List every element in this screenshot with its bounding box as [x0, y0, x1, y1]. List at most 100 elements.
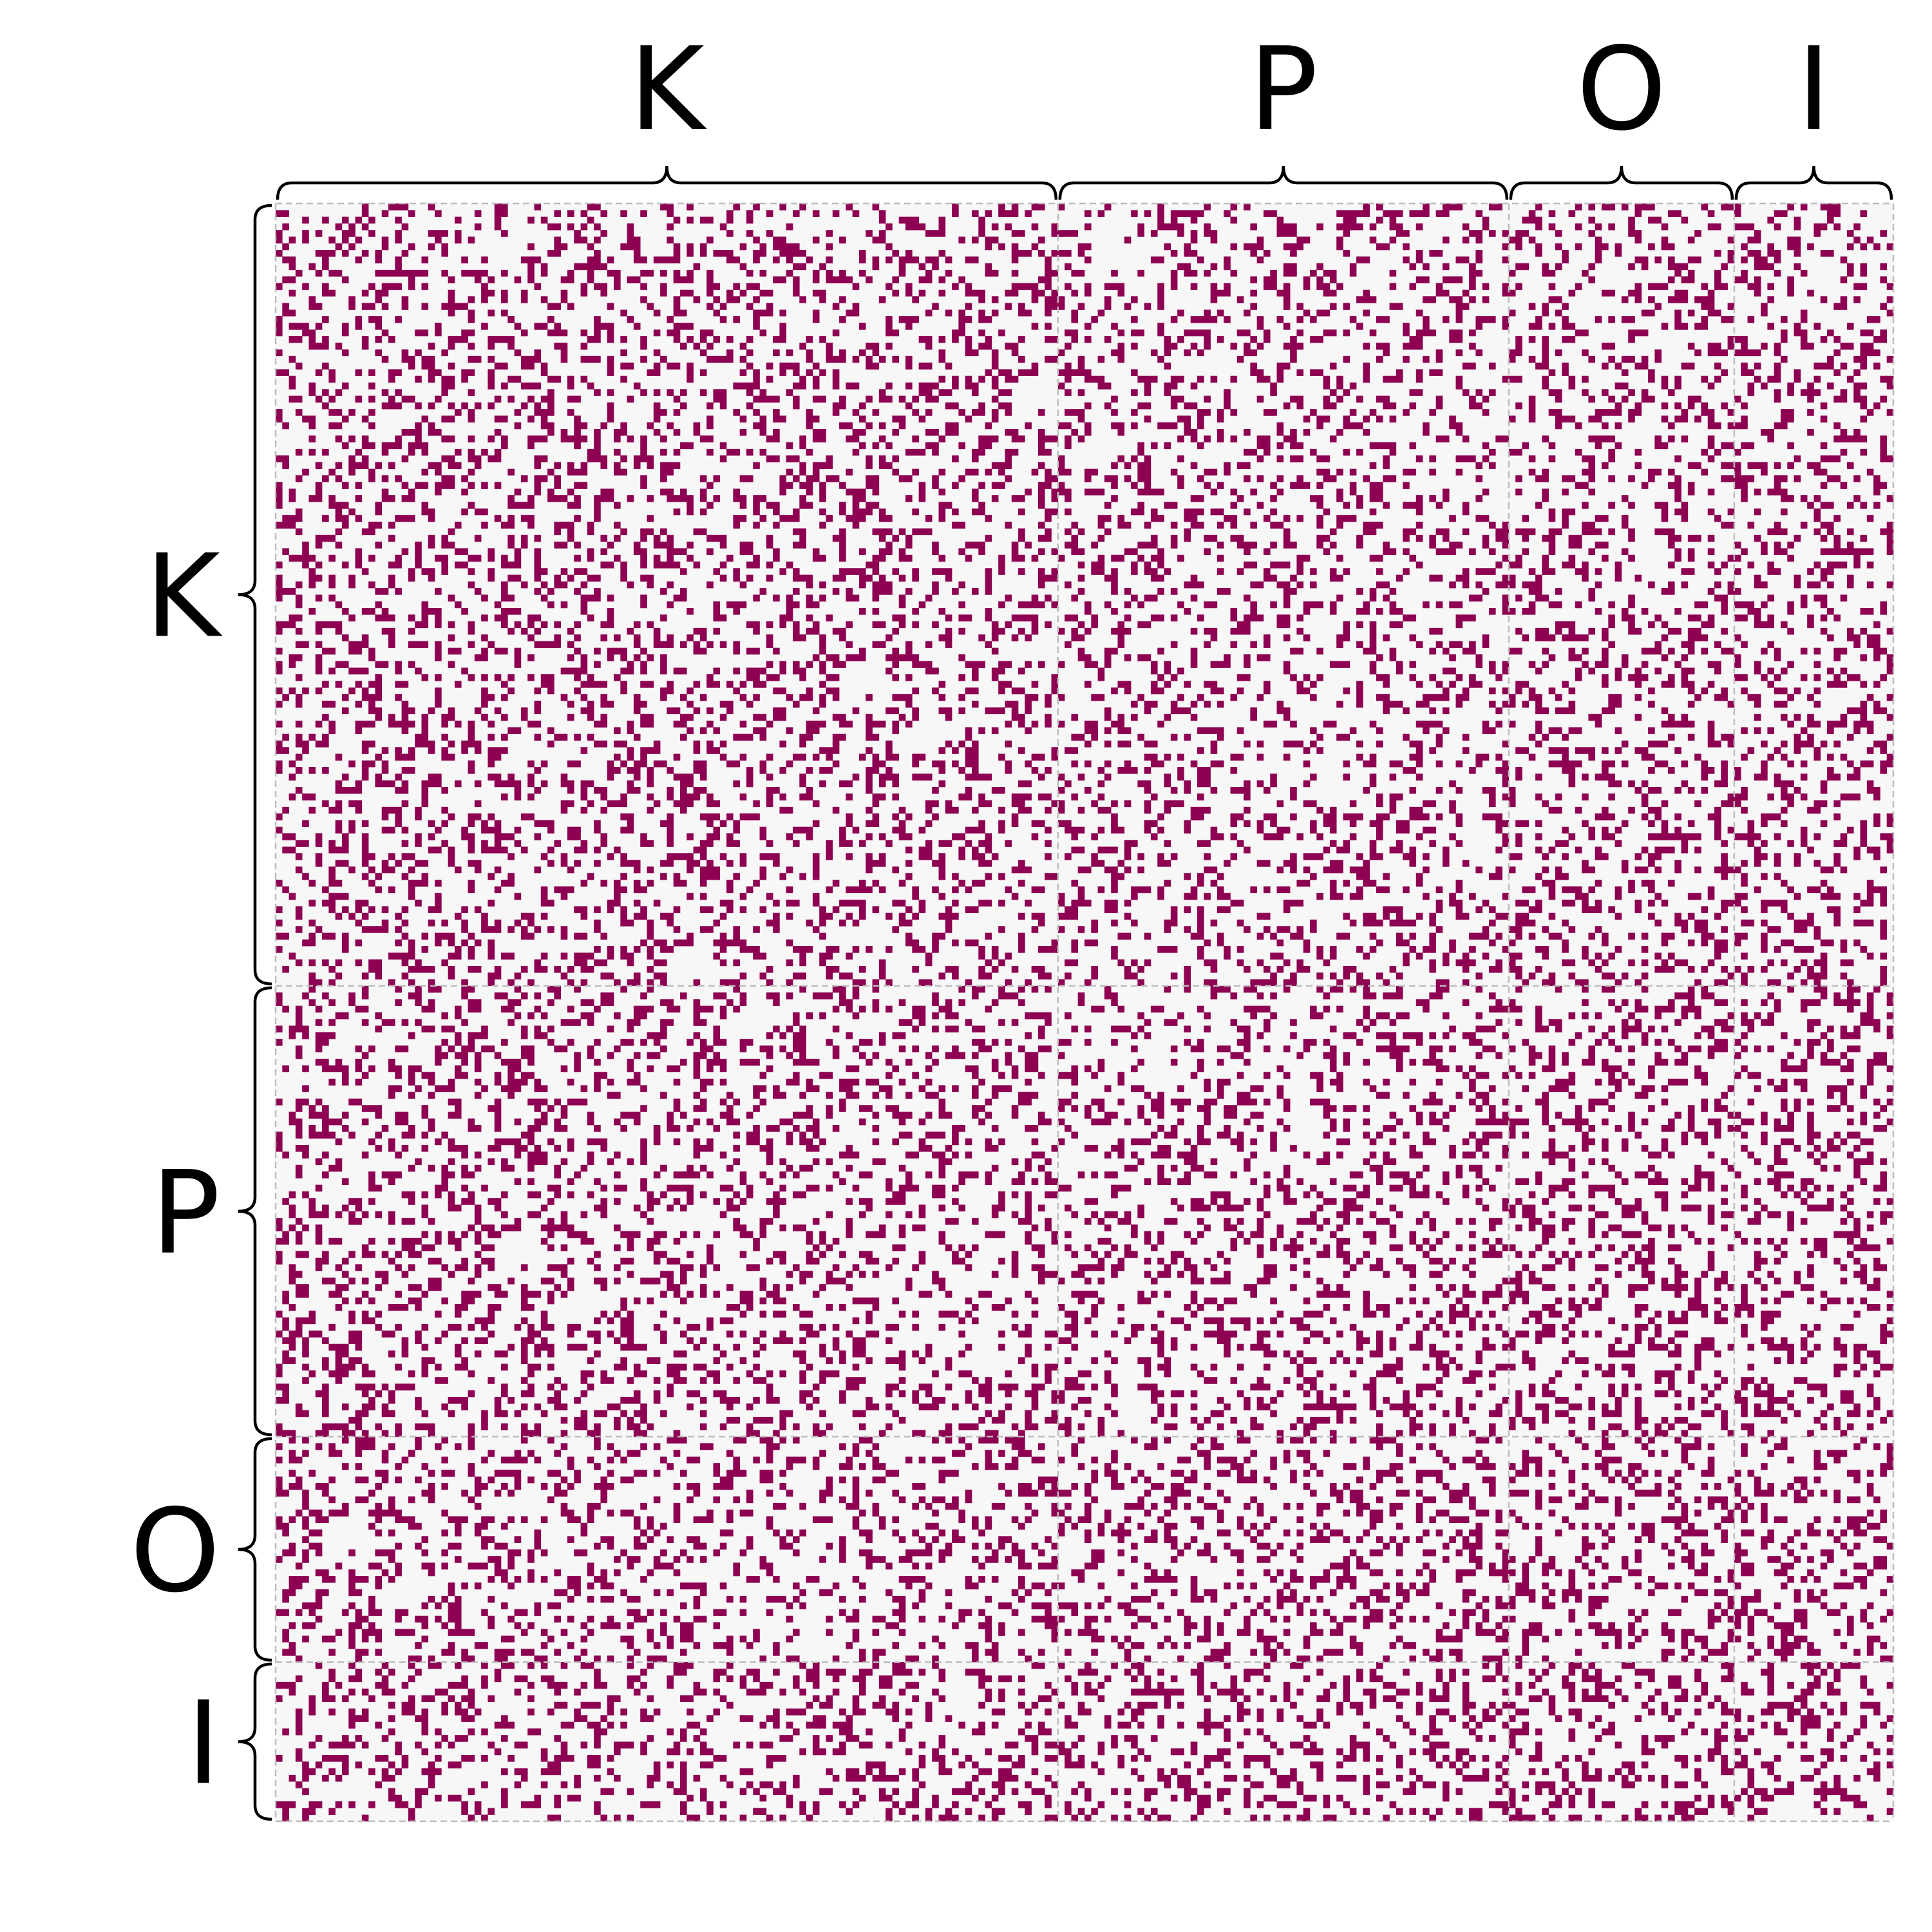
matrix-cell [1548, 806, 1562, 814]
matrix-cell [1833, 654, 1841, 661]
matrix-cell [1376, 886, 1390, 893]
matrix-cell [620, 873, 627, 880]
matrix-cell [401, 800, 409, 808]
matrix-cell [580, 223, 588, 231]
matrix-cell [978, 840, 992, 847]
matrix-cell [1846, 502, 1854, 509]
matrix-cell [1615, 561, 1622, 569]
matrix-cell [1077, 893, 1085, 900]
matrix-cell [534, 641, 561, 649]
matrix-cell [1820, 296, 1828, 303]
matrix-cell [680, 442, 694, 450]
matrix-cell [1707, 813, 1721, 820]
matrix-cell [832, 714, 846, 721]
matrix-cell [1190, 495, 1204, 502]
matrix-cell [786, 866, 793, 874]
matrix-cell [699, 873, 721, 880]
matrix-cell [1707, 455, 1715, 462]
matrix-cell [978, 820, 985, 828]
matrix-cell [501, 296, 508, 303]
matrix-cell [898, 806, 906, 814]
matrix-cell [1535, 899, 1542, 907]
matrix-cell [514, 793, 522, 800]
matrix-cell [713, 614, 727, 621]
matrix-cell [534, 866, 542, 874]
matrix-cell [1840, 753, 1848, 761]
matrix-cell [912, 707, 919, 715]
matrix-cell [501, 522, 515, 529]
matrix-cell [322, 681, 329, 688]
matrix-cell [388, 853, 395, 860]
matrix-cell [1403, 502, 1423, 509]
matrix-cell [866, 721, 886, 728]
matrix-cell [706, 236, 714, 244]
matrix-cell [819, 488, 826, 496]
matrix-cell [1077, 363, 1085, 370]
matrix-cell [1661, 826, 1669, 834]
matrix-cell [1283, 535, 1291, 542]
matrix-cell [1323, 402, 1337, 410]
matrix-cell [1681, 846, 1689, 854]
matrix-cell [574, 442, 581, 450]
matrix-cell [401, 495, 415, 502]
matrix-cell [1761, 601, 1768, 609]
matrix-cell [1800, 495, 1808, 502]
matrix-cell [322, 316, 329, 323]
matrix-cell [706, 343, 714, 350]
matrix-cell [441, 542, 455, 549]
matrix-cell [1197, 780, 1211, 788]
matrix-cell [1548, 210, 1556, 217]
matrix-cell [1681, 568, 1695, 575]
matrix-cell [1648, 369, 1655, 376]
matrix-cell [1515, 594, 1522, 602]
matrix-cell [600, 289, 608, 297]
matrix-cell [441, 820, 448, 828]
matrix-cell [1343, 303, 1350, 310]
matrix-cell [1031, 721, 1039, 728]
matrix-cell [1349, 866, 1370, 874]
matrix-cell [1615, 667, 1622, 675]
matrix-cell [1495, 528, 1510, 536]
matrix-cell [527, 442, 535, 450]
matrix-cell [965, 826, 985, 834]
matrix-cell [1449, 542, 1463, 549]
matrix-cell [991, 786, 1005, 794]
matrix-cell [991, 667, 1005, 675]
matrix-cell [1814, 528, 1821, 536]
matrix-cell [408, 893, 415, 900]
matrix-cell [1329, 886, 1337, 893]
matrix-cell [1057, 204, 1065, 211]
matrix-cell [1800, 204, 1808, 211]
matrix-cell [594, 860, 601, 867]
matrix-cell [435, 893, 442, 900]
matrix-cell [886, 316, 893, 323]
matrix-cell [1131, 296, 1138, 303]
matrix-cell [1104, 760, 1112, 768]
matrix-cell [1582, 899, 1589, 907]
matrix-cell [713, 608, 721, 615]
matrix-cell [1774, 462, 1781, 469]
matrix-cell [1376, 568, 1383, 575]
matrix-cell [687, 634, 694, 641]
matrix-cell [699, 475, 707, 482]
matrix-cell [1687, 554, 1695, 562]
matrix-cell [1409, 813, 1430, 820]
matrix-cell [302, 283, 309, 290]
matrix-cell [468, 860, 482, 867]
matrix-cell [952, 508, 959, 516]
matrix-cell [1575, 846, 1582, 854]
matrix-cell [295, 641, 309, 649]
matrix-cell [726, 210, 734, 217]
matrix-cell [1256, 826, 1264, 834]
matrix-cell [687, 204, 694, 211]
matrix-cell [912, 621, 919, 629]
matrix-cell [501, 309, 508, 317]
matrix-cell [1608, 455, 1615, 462]
matrix-cell [1336, 495, 1343, 502]
matrix-cell [580, 462, 588, 469]
matrix-cell [640, 714, 654, 721]
matrix-cell [858, 442, 866, 450]
matrix-cell [520, 535, 528, 542]
matrix-cell [793, 840, 800, 847]
matrix-cell [1230, 243, 1238, 251]
